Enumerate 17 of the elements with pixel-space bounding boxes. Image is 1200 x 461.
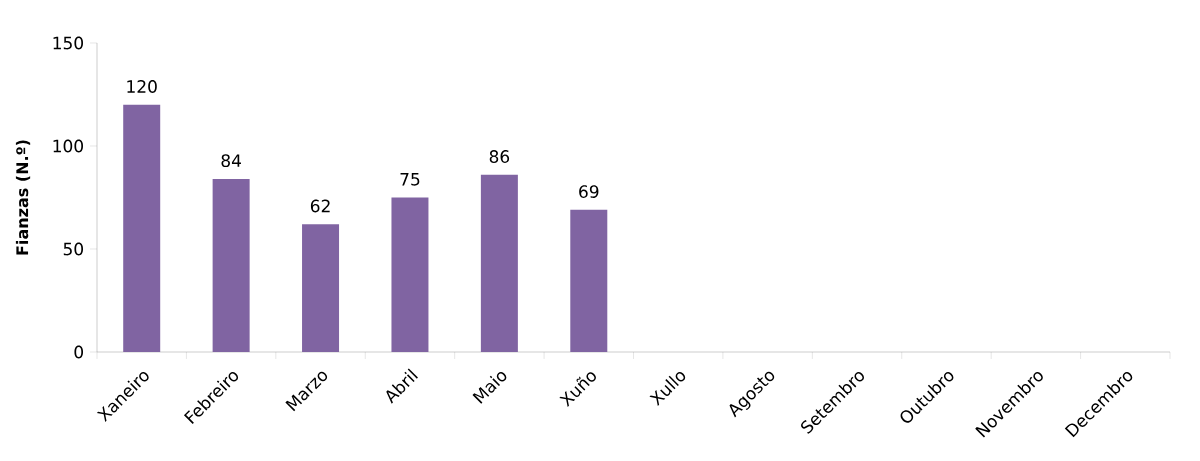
data-label: 69: [579, 185, 599, 198]
bar: [302, 224, 340, 352]
data-label: 62: [310, 199, 330, 213]
data-label: 120: [127, 80, 157, 93]
data-label: 75: [400, 173, 420, 186]
y-tick-label: 0: [74, 345, 84, 359]
bar: [480, 174, 518, 352]
y-axis-title: Fianzas (N.º): [15, 140, 31, 255]
data-label: 86: [489, 150, 510, 163]
bar: [212, 178, 250, 352]
bar: [391, 197, 429, 352]
y-tick-label: 100: [53, 139, 83, 153]
y-tick-label: 150: [53, 36, 83, 50]
bar: [123, 104, 161, 352]
bar: [570, 209, 608, 352]
y-tick-label: 50: [63, 242, 84, 256]
data-label: 84: [221, 154, 241, 168]
